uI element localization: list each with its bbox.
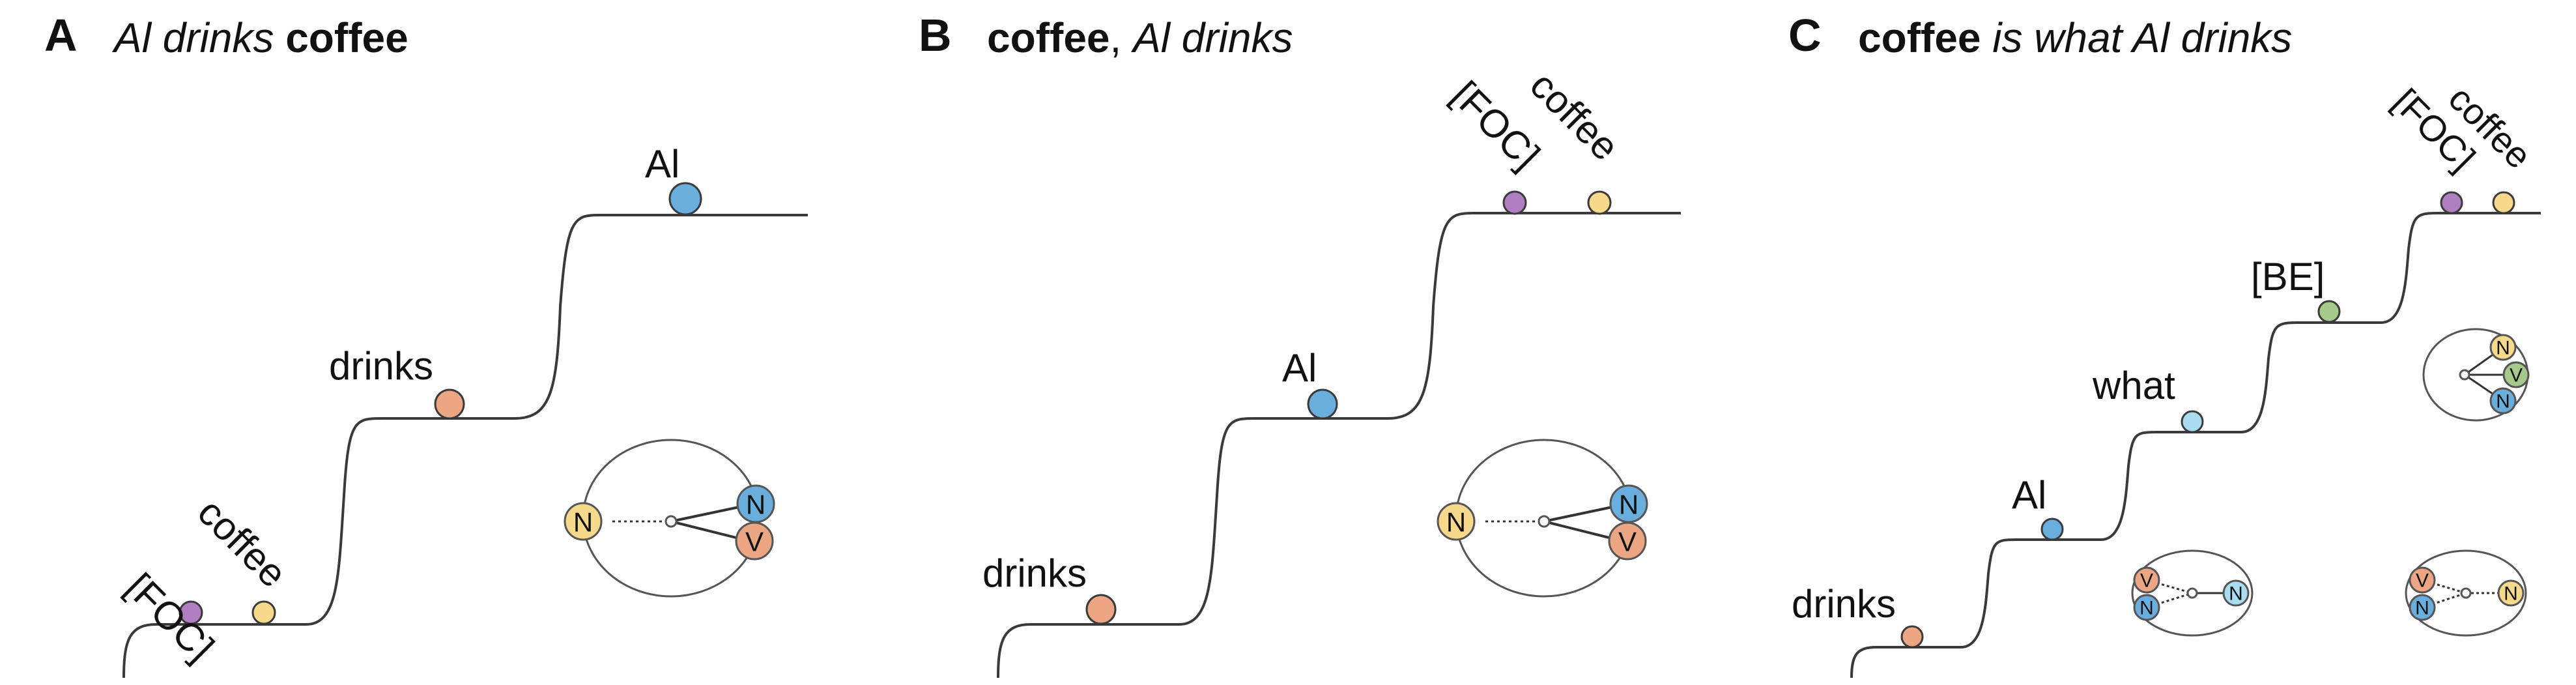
- graph-node-label: V: [2416, 570, 2429, 592]
- panel-a-title: Al drinks coffee: [111, 14, 408, 61]
- token-node-drinks: [1085, 594, 1117, 625]
- token-label-be: [BE]: [2251, 255, 2325, 299]
- panel-a-title-part: Al drinks: [111, 14, 274, 61]
- token-label-al: Al: [645, 142, 680, 186]
- panel-c-step-curve: [1850, 212, 2541, 678]
- panel-c-letter: C: [1788, 10, 1822, 61]
- token-node-be: [2317, 300, 2341, 323]
- token-label-foc: [FOC]: [118, 565, 223, 670]
- token-label-al: Al: [2012, 473, 2046, 517]
- panel-c-graph-diagram-right: V N N: [2405, 549, 2527, 637]
- panel-b-title-part: Al drinks: [1130, 14, 1293, 61]
- panel-a-graph-diagram: N N V: [564, 439, 775, 598]
- token-node-al: [1307, 388, 1338, 420]
- graph-node-label: N: [2229, 583, 2243, 605]
- graph-node-n: [2489, 387, 2517, 415]
- graph-node-label: V: [745, 527, 764, 557]
- panel-c-title-part: [1981, 14, 1993, 61]
- token-label-drinks: drinks: [982, 551, 1087, 595]
- graph-node-n: [2133, 594, 2160, 621]
- graph-node-label: N: [2415, 598, 2429, 619]
- panel-a: A Al drinks coffee [FOC] coffee drinks A…: [44, 10, 808, 678]
- token-node-foc: [179, 600, 203, 625]
- panel-a-title-part: [274, 14, 285, 61]
- token-node-coffee: [2492, 191, 2515, 214]
- token-label-al: Al: [1282, 346, 1317, 390]
- graph-node-label: N: [2496, 338, 2510, 359]
- panel-c-title-part: is what Al drinks: [1992, 14, 2292, 61]
- graph-node-n: [2497, 579, 2525, 607]
- token-node-drinks: [1900, 625, 1924, 649]
- token-label-coffee: coffee: [190, 490, 295, 596]
- token-node-coffee: [251, 600, 276, 625]
- panel-c: C coffee is what Al drinks drinks Al wha…: [1788, 10, 2541, 678]
- graph-node-label: N: [2140, 598, 2154, 619]
- graph-node-v: [2409, 566, 2436, 594]
- token-node-coffee: [1587, 190, 1612, 215]
- graph-node-label: V: [1618, 527, 1637, 557]
- graph-node-n: [2409, 594, 2436, 621]
- token-label-drinks: drinks: [329, 344, 433, 388]
- panel-a-title-part: coffee: [285, 14, 408, 61]
- graph-node-label: N: [2504, 583, 2518, 605]
- token-node-al: [668, 182, 702, 216]
- graph-node-v: [735, 521, 774, 561]
- graph-node-label: V: [2510, 365, 2523, 386]
- token-node-what: [2181, 410, 2204, 433]
- panel-b-letter: B: [919, 10, 952, 61]
- panel-b-title-part: coffee: [987, 14, 1110, 61]
- panel-b: B coffee, Al drinks drinks Al [FOC] coff…: [919, 10, 1681, 678]
- panel-a-step-curve: [122, 214, 808, 678]
- panel-c-graph-diagram-left: V N N: [2131, 549, 2254, 637]
- graph-node-label: N: [2496, 391, 2510, 413]
- token-label-drinks: drinks: [1792, 582, 1896, 626]
- token-label-what: what: [2092, 364, 2175, 407]
- graph-node-label: N: [573, 507, 593, 538]
- graph-node-n: [2489, 334, 2517, 361]
- panel-c-graph-diagram-top: N V N: [2422, 328, 2530, 422]
- panel-b-title-part: ,: [1110, 14, 1134, 61]
- panel-b-step-curve: [997, 212, 1681, 678]
- panel-b-title: coffee, Al drinks: [987, 14, 1293, 61]
- token-node-foc: [1502, 190, 1527, 215]
- graph-node-v: [1608, 521, 1647, 561]
- graph-node-n: [1437, 502, 1476, 541]
- graph-node-v: [2502, 361, 2530, 388]
- graph-node-n: [564, 502, 603, 541]
- graph-node-label: V: [2140, 570, 2153, 592]
- panel-a-letter: A: [44, 10, 78, 61]
- panel-c-title: coffee is what Al drinks: [1858, 14, 2292, 61]
- graph-node-label: N: [746, 489, 766, 520]
- graph-node-label: N: [1619, 489, 1639, 520]
- token-node-al: [2040, 517, 2064, 541]
- graph-node-n: [2222, 579, 2250, 607]
- graph-node-label: N: [1446, 507, 1466, 538]
- graph-node-v: [2133, 566, 2160, 594]
- token-node-foc: [2440, 191, 2463, 214]
- panel-b-graph-diagram: N N V: [1437, 439, 1648, 598]
- token-node-drinks: [434, 388, 465, 420]
- panel-c-title-part: coffee: [1858, 14, 1981, 61]
